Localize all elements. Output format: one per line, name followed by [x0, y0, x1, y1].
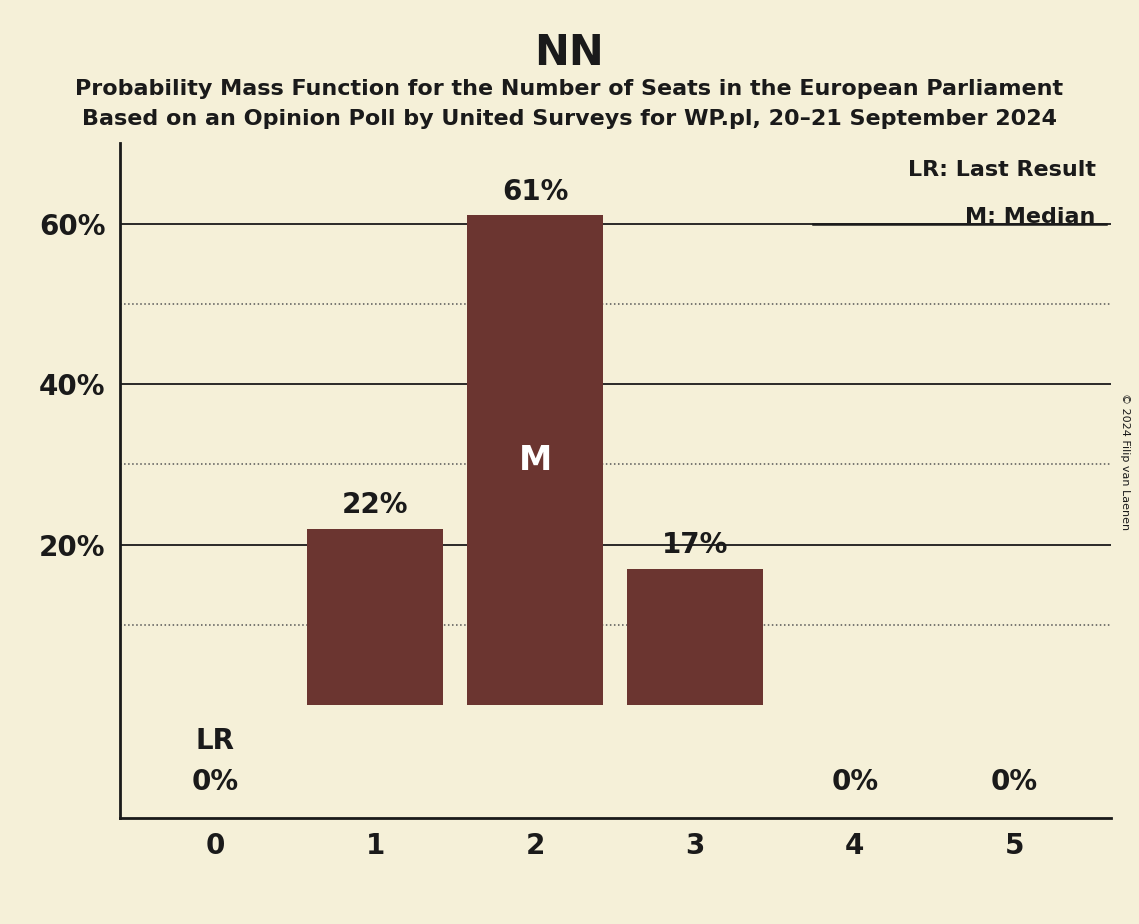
Text: LR: Last Result: LR: Last Result	[908, 160, 1096, 180]
Text: 17%: 17%	[662, 531, 728, 559]
Bar	[467, 215, 603, 705]
Text: NN: NN	[534, 32, 605, 74]
Text: Probability Mass Function for the Number of Seats in the European Parliament: Probability Mass Function for the Number…	[75, 79, 1064, 99]
Text: 0%: 0%	[192, 768, 239, 796]
Bar	[628, 569, 763, 705]
Text: Based on an Opinion Poll by United Surveys for WP.pl, 20–21 September 2024: Based on an Opinion Poll by United Surve…	[82, 109, 1057, 129]
Text: M: M	[518, 444, 551, 477]
Text: 61%: 61%	[502, 177, 568, 206]
Text: 0%: 0%	[991, 768, 1038, 796]
Bar	[308, 529, 443, 705]
Text: © 2024 Filip van Laenen: © 2024 Filip van Laenen	[1121, 394, 1130, 530]
Text: M: Median: M: Median	[965, 207, 1096, 227]
Text: LR: LR	[196, 727, 235, 756]
Text: 0%: 0%	[831, 768, 878, 796]
Text: 22%: 22%	[342, 491, 409, 519]
